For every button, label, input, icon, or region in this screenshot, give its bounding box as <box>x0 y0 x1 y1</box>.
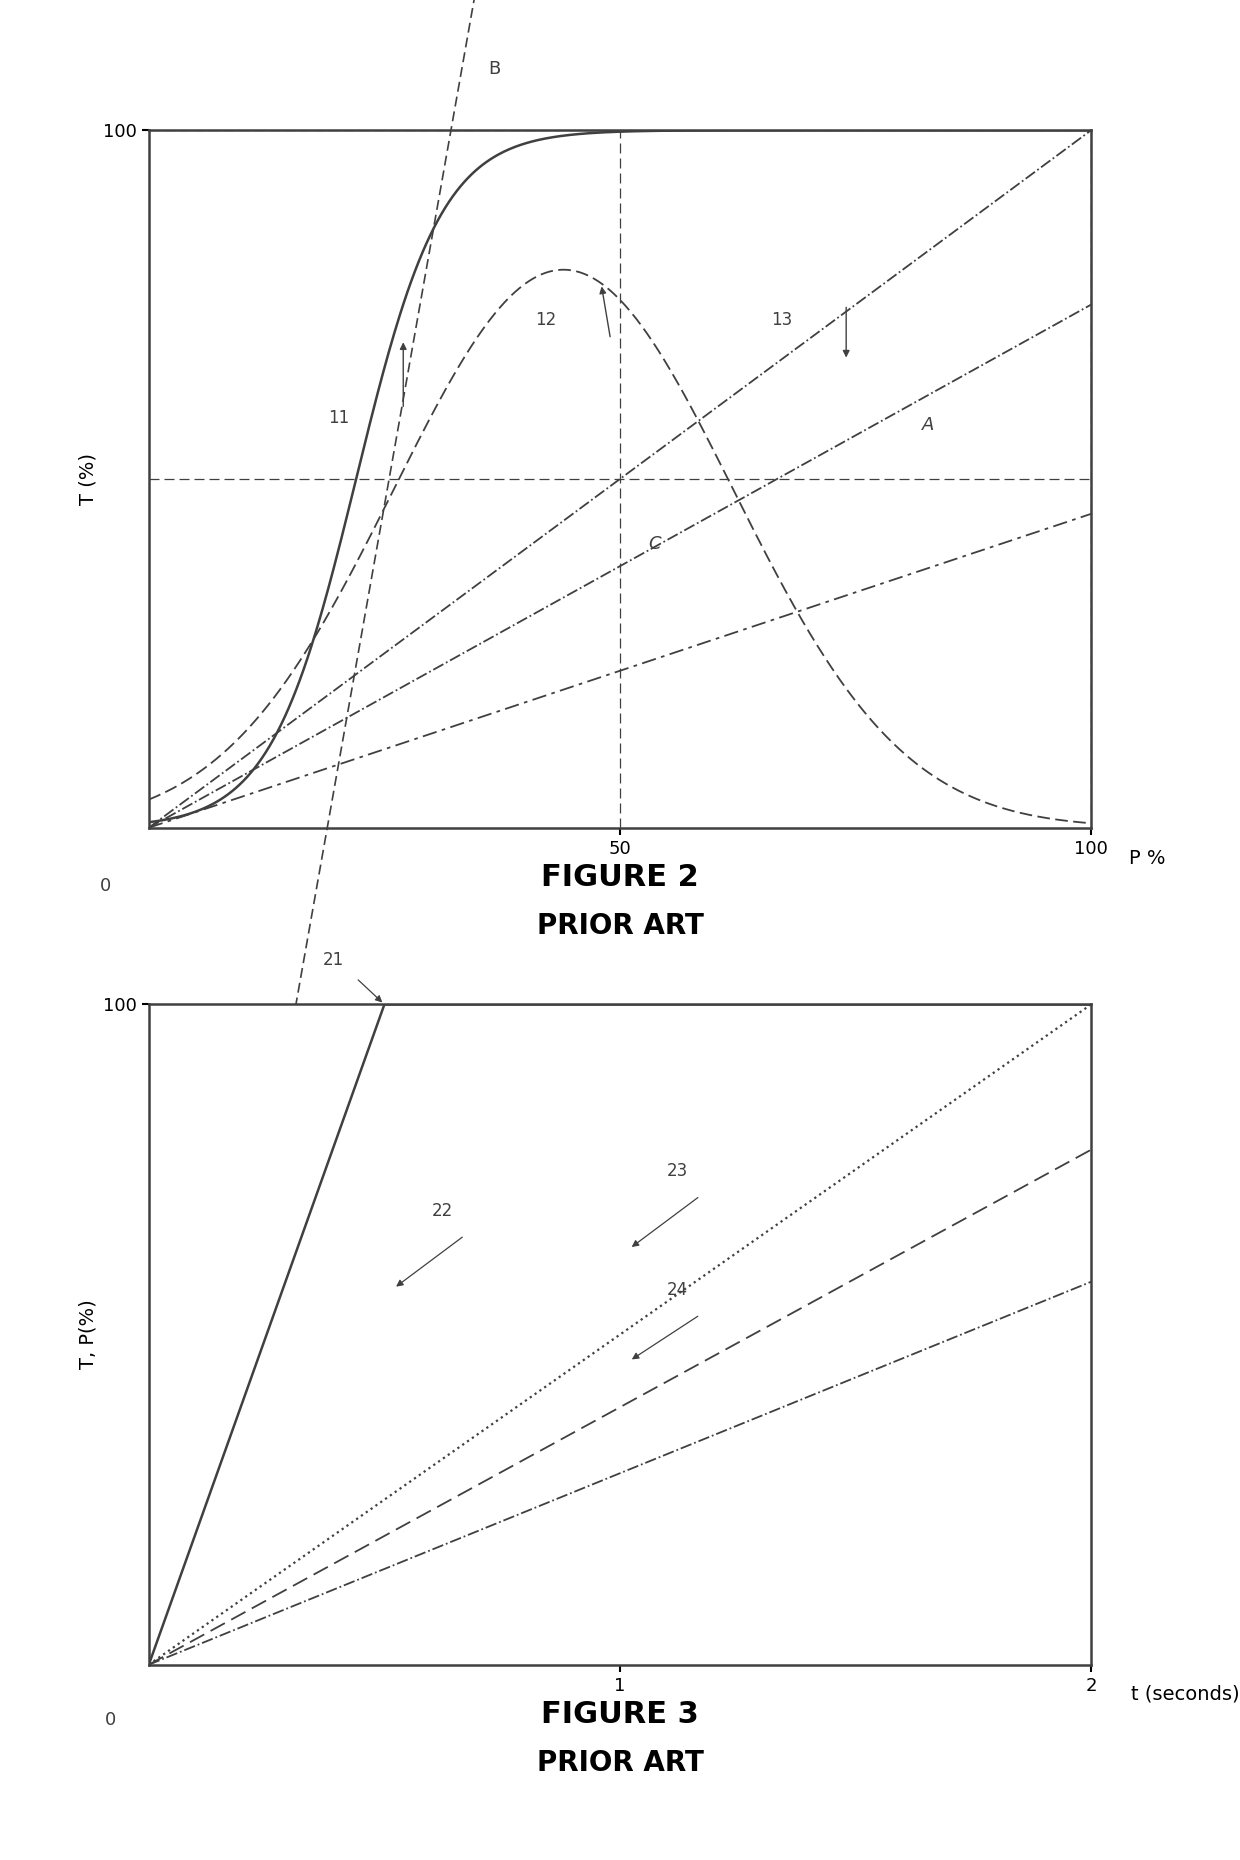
Text: PRIOR ART: PRIOR ART <box>537 1748 703 1778</box>
Text: FIGURE 2: FIGURE 2 <box>541 863 699 893</box>
Text: 13: 13 <box>771 311 792 329</box>
Text: 21: 21 <box>324 950 345 969</box>
Y-axis label: T, P(%): T, P(%) <box>78 1300 98 1369</box>
Text: A: A <box>921 417 934 433</box>
Text: 12: 12 <box>536 311 557 329</box>
Text: C: C <box>649 534 661 552</box>
Text: 0: 0 <box>100 876 112 895</box>
Text: 22: 22 <box>432 1202 453 1220</box>
X-axis label: t (seconds): t (seconds) <box>1131 1685 1240 1704</box>
Text: B: B <box>489 60 500 78</box>
Text: 0: 0 <box>104 1711 115 1730</box>
Text: FIGURE 3: FIGURE 3 <box>541 1700 699 1730</box>
Text: 23: 23 <box>667 1162 688 1179</box>
Text: PRIOR ART: PRIOR ART <box>537 911 703 941</box>
Y-axis label: T (%): T (%) <box>78 454 98 504</box>
Text: 24: 24 <box>667 1282 688 1298</box>
Text: 11: 11 <box>327 409 350 428</box>
X-axis label: P %: P % <box>1130 848 1166 867</box>
